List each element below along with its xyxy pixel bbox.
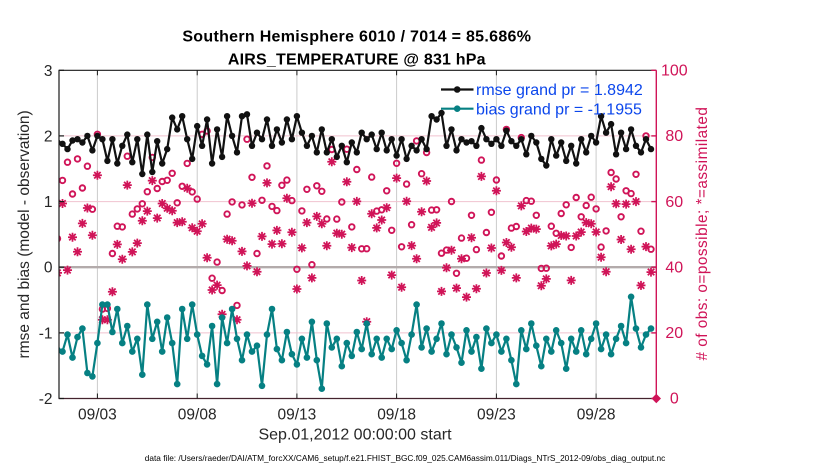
svg-text:09/03: 09/03 [78,407,117,424]
svg-text:80: 80 [665,128,683,145]
svg-text:# of obs: o=possible; *=assimi: # of obs: o=possible; *=assimilated [694,107,711,361]
svg-text:09/28: 09/28 [577,407,616,424]
svg-text:-2: -2 [39,391,53,408]
svg-text:09/13: 09/13 [278,407,317,424]
svg-text:AIRS_TEMPERATURE @ 831 hPa: AIRS_TEMPERATURE @ 831 hPa [228,52,486,69]
svg-text:3: 3 [44,63,53,80]
svg-text:40: 40 [665,259,683,276]
svg-text:09/23: 09/23 [477,407,516,424]
svg-text:1: 1 [44,194,53,211]
svg-text:0: 0 [44,260,53,277]
svg-text:bias grand pr = -1.1955: bias grand pr = -1.1955 [476,101,642,118]
svg-text:2: 2 [44,128,53,145]
svg-text:data file: /Users/raeder/DAI/A: data file: /Users/raeder/DAI/ATM_forcXX/… [145,453,666,463]
svg-text:09/18: 09/18 [377,407,416,424]
svg-text:0: 0 [670,391,679,408]
svg-text:rmse and bias (model - observa: rmse and bias (model - observation) [16,110,33,358]
svg-text:-1: -1 [39,325,53,342]
svg-text:20: 20 [665,325,683,342]
svg-text:rmse grand pr = 1.8942: rmse grand pr = 1.8942 [476,82,643,99]
svg-text:Southern Hemisphere 6010 / 701: Southern Hemisphere 6010 / 7014 = 85.686… [182,29,531,46]
svg-text:Sep.01,2012 00:00:00 start: Sep.01,2012 00:00:00 start [258,427,452,444]
svg-text:60: 60 [665,194,683,211]
svg-text:100: 100 [661,63,688,80]
svg-text:09/08: 09/08 [178,407,217,424]
